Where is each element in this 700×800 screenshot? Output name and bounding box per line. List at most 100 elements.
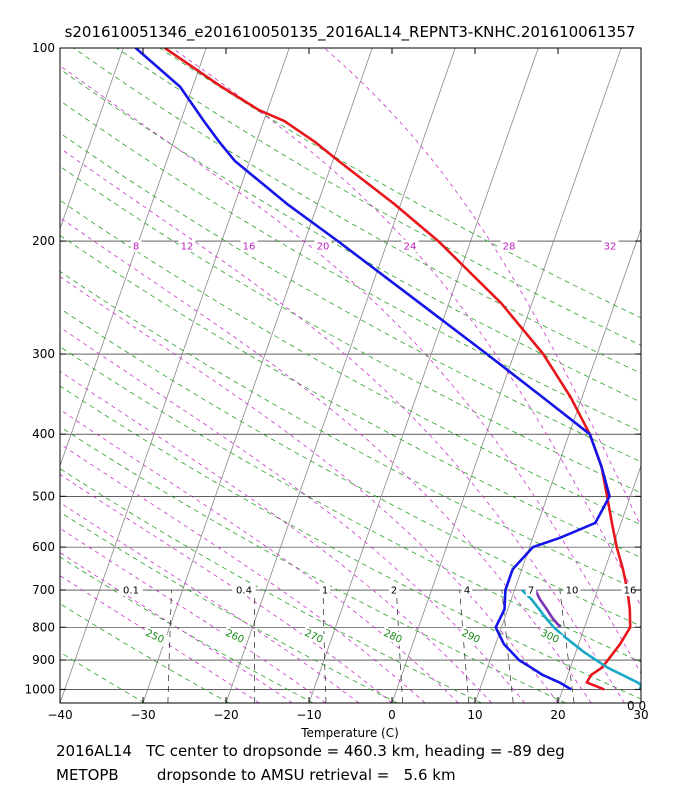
moist-adiabat-label: 20 xyxy=(314,240,332,253)
mixing-ratio-label-bg xyxy=(388,584,400,597)
mixing-ratio-label: 2 xyxy=(388,584,400,597)
isotherm xyxy=(474,227,641,703)
axes: 100 200 300 400 500 600 700 800 900 1000 −40 −30 −20… xyxy=(24,41,648,722)
isotherm xyxy=(0,48,40,703)
mixing-ratio-label: 10 xyxy=(563,584,581,597)
dry-adiabat xyxy=(60,468,482,703)
moist-adiabat xyxy=(60,474,393,703)
x-tick-label: −20 xyxy=(213,708,238,722)
y-tick-label: 400 xyxy=(32,427,55,441)
dry-adiabat xyxy=(60,556,314,703)
isotherm xyxy=(60,48,124,230)
y-tick-label: 1000 xyxy=(24,682,55,696)
moist-adiabat xyxy=(60,552,293,703)
moist-adiabat-label-bg xyxy=(401,240,419,253)
y-tick-label: 700 xyxy=(32,583,55,597)
dry-adiabat xyxy=(60,603,230,703)
moist-adiabat-label-bg xyxy=(130,240,142,253)
moist-adiabat-label: 12 xyxy=(178,240,196,253)
y-tick-label: 500 xyxy=(32,489,55,503)
moist-adiabat xyxy=(60,575,260,703)
moist-adiabat-label-bg xyxy=(314,240,332,253)
isotherm xyxy=(60,48,207,468)
mixing-ratio-label-bg xyxy=(319,584,331,597)
x-tick-label: −30 xyxy=(130,708,155,722)
moist-adiabat-label: 28 xyxy=(500,240,518,253)
moist-adiabat-label-bg xyxy=(178,240,196,253)
mixing-ratio-label-text: 7 xyxy=(528,586,534,597)
y-tick-label: 600 xyxy=(32,540,55,554)
mixing-ratio-label-text: 4 xyxy=(464,586,470,597)
x-tick-label: −40 xyxy=(47,708,72,722)
mixing-ratio-label: 0.1 xyxy=(119,584,143,597)
moist-adiabat xyxy=(60,217,592,703)
moist-adiabat xyxy=(60,501,360,703)
mixing-ratio-label-text: 0.4 xyxy=(236,586,252,597)
moist-adiabat xyxy=(60,527,326,703)
moist-adiabat-label: 32 xyxy=(601,240,619,253)
dry-adiabat-label-bg xyxy=(457,625,485,647)
mixing-ratio-line xyxy=(501,590,514,703)
moist-adiabat-label-text: 28 xyxy=(503,242,516,253)
mixing-ratio-line xyxy=(559,590,575,703)
mixing-ratio-label-bg xyxy=(232,584,256,597)
dry-adiabat xyxy=(60,385,641,700)
mixing-ratio-label-bg xyxy=(119,584,143,597)
moist-adiabat-label-text: 32 xyxy=(604,242,617,253)
mixing-ratio-label-bg xyxy=(525,584,537,597)
y-tick-label: 800 xyxy=(32,620,55,634)
moist-adiabat-label-bg xyxy=(500,240,518,253)
moist-adiabat-label-text: 20 xyxy=(317,242,330,253)
x-tick-label: 20 xyxy=(550,708,565,722)
x-tick-label: −10 xyxy=(296,708,321,722)
moist-adiabat xyxy=(60,370,492,703)
mixing-ratio-label: 1 xyxy=(319,584,331,597)
dry-adiabat xyxy=(60,100,641,433)
dry-adiabat xyxy=(73,48,641,374)
y-tick-label: 100 xyxy=(32,41,55,55)
dry-adiabat xyxy=(60,346,641,663)
mixing-ratio-label-text: 16 xyxy=(624,586,637,597)
x-tick-label: 30 xyxy=(633,708,648,722)
mixing-ratio-label: 7 xyxy=(525,584,537,597)
moist-adiabat-label-bg xyxy=(601,240,619,253)
dry-adiabat-label: 250 xyxy=(141,625,169,647)
isotherm xyxy=(640,701,641,703)
x-axis-label: Temperature (C) xyxy=(300,726,399,740)
dry-adiabat xyxy=(60,651,146,703)
mixing-ratio-label: 4 xyxy=(461,584,473,597)
profile-series-2 xyxy=(134,48,611,691)
chart-title: s201610051346_e201610050135_2016AL14_REP… xyxy=(65,23,636,42)
moist-adiabat xyxy=(60,276,559,703)
profile-series-4 xyxy=(534,589,562,629)
y-tick-label: 300 xyxy=(32,347,55,361)
x-tick-label: 10 xyxy=(467,708,482,722)
plot-grid xyxy=(0,48,641,703)
footer-line-1: 2016AL14 TC center to dropsonde = 460.3 … xyxy=(56,742,565,760)
isotherm xyxy=(308,48,539,703)
moist-adiabat-label-text: 24 xyxy=(404,242,417,253)
moist-adiabat-label-text: 12 xyxy=(181,242,194,253)
mixing-ratio-label: 16 xyxy=(621,584,639,597)
footer-line-2: METOPB dropsonde to AMSU retrieval = 5.6… xyxy=(56,766,456,784)
dry-adiabat xyxy=(60,307,641,627)
mixing-ratio-label-bg xyxy=(563,584,581,597)
y-tick-label: 900 xyxy=(32,653,55,667)
profile-series-3 xyxy=(521,589,641,690)
moist-adiabat xyxy=(60,147,625,703)
dry-adiabat xyxy=(60,165,641,494)
moist-adiabat-label: 16 xyxy=(240,240,258,253)
moist-adiabat xyxy=(324,48,641,528)
skewt-chart: s201610051346_e201610050135_2016AL14_REP… xyxy=(0,23,648,740)
dry-adiabat xyxy=(60,426,566,703)
moist-adiabat xyxy=(60,65,641,675)
corner-text: 0 0 xyxy=(627,699,646,713)
isotherm xyxy=(391,48,622,703)
plot-frame xyxy=(59,47,642,704)
dry-adiabat-label: 260 xyxy=(221,625,249,647)
mixing-ratio-label-text: 2 xyxy=(391,586,397,597)
mixing-ratio-label-bg xyxy=(461,584,473,597)
moist-adiabat xyxy=(60,443,426,703)
y-tick-label: 200 xyxy=(32,234,55,248)
moist-adiabat-label: 8 xyxy=(130,240,142,253)
